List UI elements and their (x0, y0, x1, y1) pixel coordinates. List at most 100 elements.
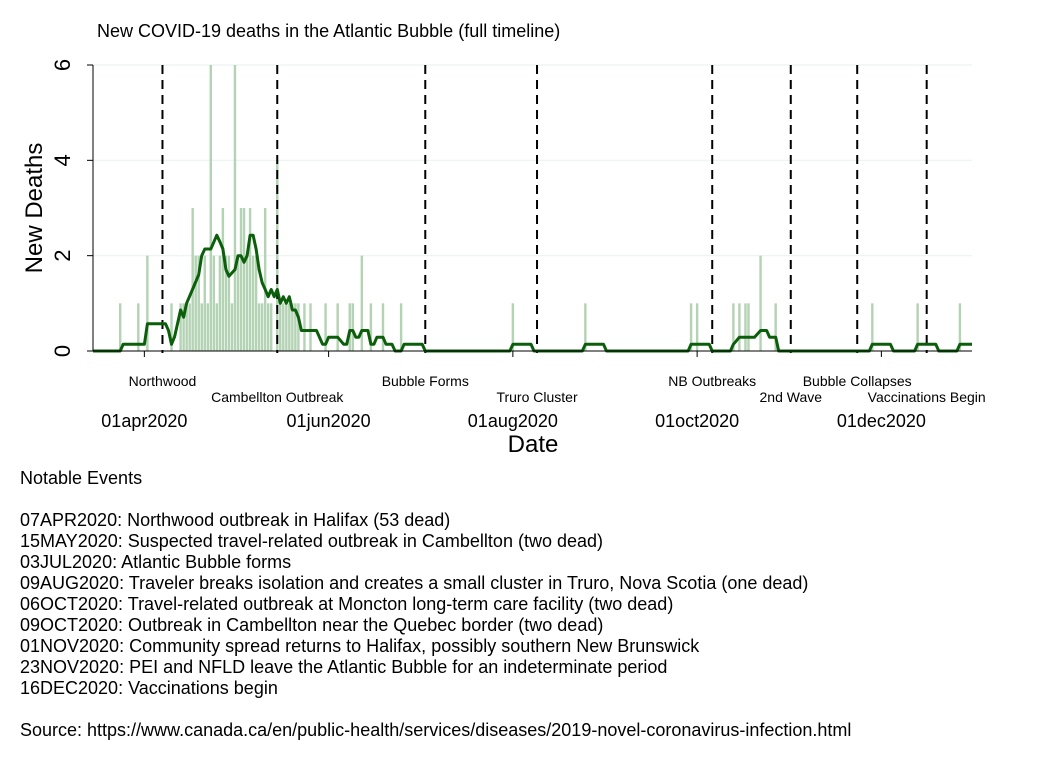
bar (324, 303, 327, 351)
bar (118, 303, 122, 351)
x-tick-label: 01oct2020 (655, 411, 739, 431)
bar (209, 65, 213, 351)
bar (584, 303, 587, 351)
bar (270, 303, 273, 351)
bar (206, 303, 209, 351)
y-tick-label: 2 (50, 250, 75, 262)
bar (958, 303, 962, 351)
bar (263, 208, 267, 351)
bar (215, 303, 219, 351)
note-item: 01NOV2020: Community spread returns to H… (20, 636, 700, 656)
notes-list: 07APR2020: Northwood outbreak in Halifax… (20, 510, 1040, 699)
bar (747, 303, 750, 351)
x-tick-label: 01jun2020 (287, 411, 371, 431)
bar (360, 255, 364, 351)
bar (348, 303, 351, 351)
bar (266, 303, 270, 351)
bar (871, 303, 874, 351)
bar (191, 208, 194, 351)
bar (194, 255, 197, 351)
bar (245, 255, 249, 351)
x-tick-label: 01dec2020 (837, 411, 926, 431)
event-label: NB Outbreaks (668, 373, 756, 389)
note-item: 23NOV2020: PEI and NFLD leave the Atlant… (20, 657, 668, 677)
event-lines: Northwood Cambellton Outbreak Bubble Forms… (129, 65, 986, 405)
event-label: Vaccinations Begin (868, 389, 986, 405)
grid-lines (93, 64, 972, 257)
note-item: 16DEC2020: Vaccinations begin (20, 678, 278, 698)
bar (916, 303, 919, 351)
bar (276, 160, 279, 351)
bar (212, 255, 216, 351)
line-series (93, 233, 972, 353)
event-label: Bubble Collapses (803, 373, 912, 389)
notes-heading: Notable Events (20, 468, 143, 488)
bar (399, 303, 403, 351)
bar (288, 303, 291, 351)
bar (309, 303, 312, 351)
bar-series (118, 65, 962, 351)
bar (260, 303, 264, 351)
x-axis-label: Date (508, 431, 559, 458)
bar (297, 303, 300, 351)
bar (689, 303, 693, 351)
moving-average-series (93, 233, 972, 353)
bar (182, 303, 185, 351)
bar (257, 303, 261, 351)
bar (303, 303, 306, 351)
bar (197, 255, 200, 351)
bar (221, 208, 225, 351)
bar (774, 303, 777, 351)
x-tick-label: 01apr2020 (101, 411, 187, 431)
event-label: 2nd Wave (760, 389, 823, 405)
note-item: 06OCT2020: Travel-related outbreak at Mo… (20, 594, 674, 614)
note-item: 03JUL2020: Atlantic Bubble forms (20, 552, 292, 572)
bar (351, 303, 354, 351)
bar (369, 303, 373, 351)
bar (279, 303, 282, 351)
bar (254, 255, 258, 351)
bar (185, 303, 188, 351)
bar (146, 255, 149, 351)
note-item: 09OCT2020: Outbreak in Cambellton near t… (20, 615, 604, 635)
deaths-chart: New COVID-19 deaths in the Atlantic Bubb… (21, 21, 986, 458)
bar (188, 303, 191, 351)
bar (224, 255, 228, 351)
source-link-text: Source: https://www.canada.ca/en/public-… (20, 720, 852, 740)
note-item: 15MAY2020: Suspected travel-related outb… (20, 531, 603, 551)
bar (179, 303, 182, 351)
y-axis-label: New Deaths (21, 143, 48, 274)
note-item: 09AUG2020: Traveler breaks isolation and… (20, 573, 809, 593)
bar (218, 255, 222, 351)
bar (170, 303, 173, 351)
bar (236, 255, 240, 351)
axes: 0 2 4 6 01apr2020 01jun2020 01aug2020 01oct2020… (50, 59, 972, 431)
y-tick-label: 4 (50, 154, 75, 166)
x-tick-label: 01aug2020 (468, 411, 558, 431)
bar (732, 303, 735, 351)
bar (200, 303, 203, 351)
bar (233, 65, 237, 351)
event-label: Cambellton Outbreak (211, 389, 344, 405)
note-item: 07APR2020: Northwood outbreak in Halifax… (20, 510, 451, 530)
bar (239, 208, 243, 351)
bar (230, 303, 234, 351)
bar (336, 303, 339, 351)
bar (248, 208, 252, 351)
notes-panel: Notable Events 07APR2020: Northwood outb… (20, 468, 1040, 741)
event-label: Bubble Forms (382, 373, 469, 389)
bar (738, 303, 741, 351)
bar (744, 303, 747, 351)
bar (251, 255, 255, 351)
chart-title: New COVID-19 deaths in the Atlantic Bubb… (97, 21, 560, 41)
bar (759, 255, 762, 351)
bar (291, 303, 294, 351)
bar (137, 303, 140, 351)
bar (285, 303, 288, 351)
y-tick-label: 0 (50, 345, 75, 357)
bar (294, 303, 297, 351)
event-label: Truro Cluster (496, 389, 578, 405)
y-tick-label: 6 (50, 59, 75, 71)
bar (511, 303, 515, 351)
event-label: Northwood (129, 373, 197, 389)
